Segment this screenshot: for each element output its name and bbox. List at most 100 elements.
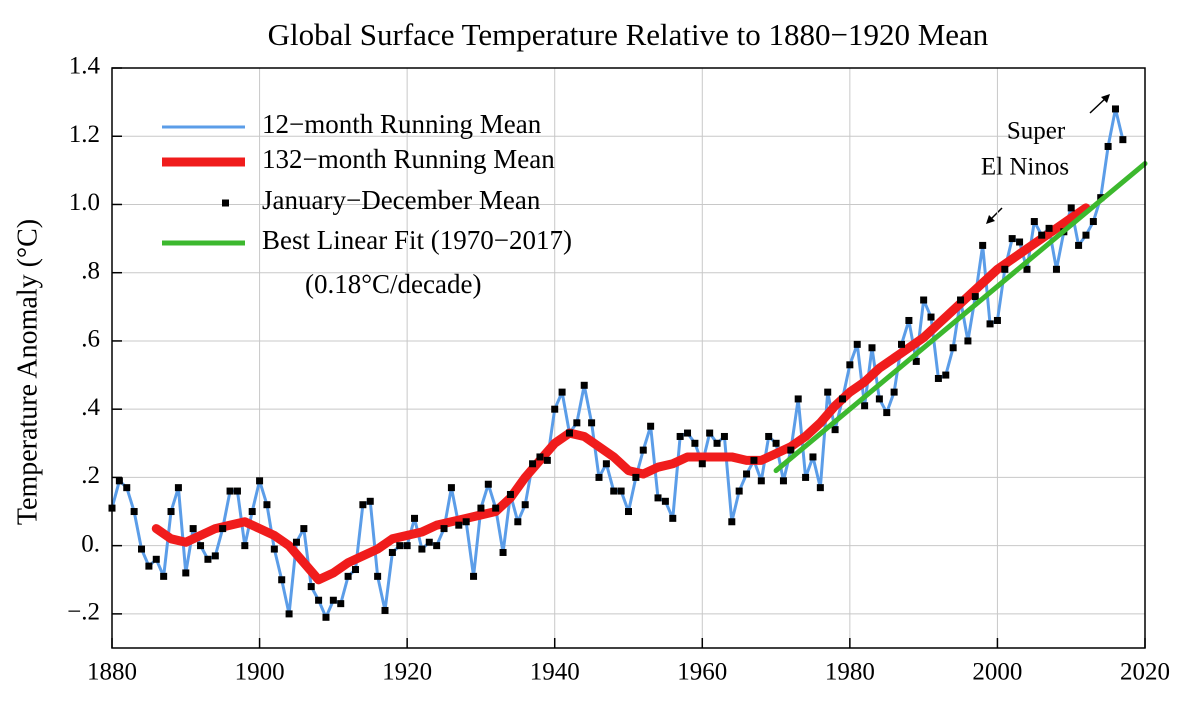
data-point — [322, 613, 330, 621]
data-point — [337, 600, 345, 608]
data-point — [661, 497, 669, 505]
data-point — [307, 583, 315, 591]
y-tick-label: .8 — [81, 257, 100, 284]
data-point — [787, 446, 795, 454]
data-point — [676, 432, 684, 440]
data-point — [182, 569, 190, 577]
data-point — [145, 562, 153, 570]
data-point — [204, 555, 212, 563]
data-point — [1023, 265, 1031, 273]
data-point — [883, 409, 891, 417]
chart-title: Global Surface Temperature Relative to 1… — [268, 17, 989, 52]
data-point — [588, 419, 596, 427]
data-point — [536, 453, 544, 461]
data-point — [123, 484, 131, 492]
data-point — [713, 439, 721, 447]
x-tick-label: 1900 — [235, 659, 285, 686]
data-point — [853, 340, 861, 348]
data-point — [794, 395, 802, 403]
data-point — [720, 432, 728, 440]
data-point — [1104, 142, 1112, 150]
data-point — [174, 484, 182, 492]
series-line — [110, 107, 1125, 619]
data-point — [831, 426, 839, 434]
data-point — [949, 344, 957, 352]
data-point — [484, 480, 492, 488]
data-point — [270, 545, 278, 553]
data-point — [241, 542, 249, 550]
x-tick-label: 1980 — [825, 659, 875, 686]
data-point — [130, 508, 138, 516]
data-point — [418, 545, 426, 553]
data-point — [1089, 218, 1097, 226]
data-point — [875, 395, 883, 403]
data-point — [197, 542, 205, 550]
data-point — [403, 542, 411, 550]
data-point — [425, 538, 433, 546]
legend-label: 12−month Running Mean — [262, 109, 542, 139]
data-point — [411, 514, 419, 522]
data-point — [580, 381, 588, 389]
annotation: (0.18°C/decade) — [305, 269, 481, 299]
data-point — [912, 357, 920, 365]
data-point — [1067, 204, 1075, 212]
data-point — [300, 525, 308, 533]
data-point — [838, 395, 846, 403]
data-point — [934, 374, 942, 382]
x-tick-label: 1960 — [677, 659, 727, 686]
data-point — [189, 525, 197, 533]
data-point — [846, 361, 854, 369]
data-point — [366, 497, 374, 505]
data-point — [890, 388, 898, 396]
data-point — [573, 419, 581, 427]
y-tick-label: .6 — [81, 326, 100, 353]
data-point — [957, 296, 965, 304]
data-point — [979, 241, 987, 249]
data-point — [861, 402, 869, 410]
data-point — [816, 484, 824, 492]
y-tick-label: .2 — [81, 462, 100, 489]
data-point — [1111, 105, 1119, 113]
data-point — [647, 422, 655, 430]
data-point — [632, 473, 640, 481]
data-point — [971, 293, 979, 301]
data-point — [551, 405, 559, 413]
data-point — [942, 371, 950, 379]
data-point — [993, 316, 1001, 324]
data-point — [757, 477, 765, 485]
data-point — [595, 473, 603, 481]
data-point — [1045, 224, 1053, 232]
data-point — [654, 494, 662, 502]
data-point — [226, 487, 234, 495]
data-point — [964, 337, 972, 345]
data-point — [1016, 238, 1024, 246]
data-point — [152, 555, 160, 563]
arrow-head — [1101, 94, 1110, 103]
data-point — [728, 518, 736, 526]
data-point — [617, 487, 625, 495]
data-point — [743, 470, 751, 478]
data-point — [735, 487, 743, 495]
data-point — [374, 572, 382, 580]
data-point — [381, 606, 389, 614]
data-point — [565, 429, 573, 437]
data-point — [388, 548, 396, 556]
data-point — [160, 572, 168, 580]
y-tick-label: 1.4 — [69, 53, 101, 80]
data-point — [1038, 231, 1046, 239]
data-point — [248, 508, 256, 516]
plot-frame — [111, 67, 1146, 649]
data-point — [344, 572, 352, 580]
data-point — [905, 316, 913, 324]
y-axis-label: Temperature Anomaly (°C) — [12, 219, 43, 525]
data-point — [138, 545, 146, 553]
data-point — [1052, 265, 1060, 273]
data-point — [1001, 265, 1009, 273]
data-point — [1075, 241, 1083, 249]
arrow-head — [986, 215, 995, 224]
legend-marker — [222, 199, 229, 207]
data-point — [772, 439, 780, 447]
data-point — [1119, 136, 1127, 144]
data-point — [115, 477, 123, 485]
